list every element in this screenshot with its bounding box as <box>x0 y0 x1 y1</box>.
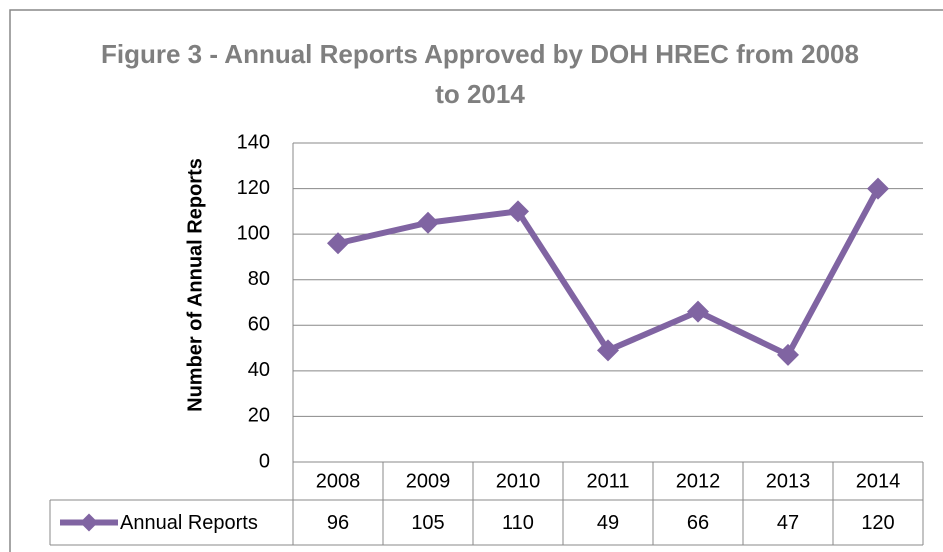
x-tick-label: 2010 <box>496 470 541 492</box>
series-line <box>337 187 881 358</box>
table-value: 120 <box>861 512 894 534</box>
table-value: 110 <box>502 512 534 534</box>
x-tick-label: 2009 <box>406 470 451 492</box>
marker <box>417 211 439 234</box>
x-tick-label: 2008 <box>316 470 361 492</box>
y-axis-label: Number of Annual Reports <box>184 158 206 412</box>
y-tick-label: 20 <box>248 405 270 427</box>
legend-label: Annual Reports <box>120 512 258 534</box>
y-tick-label: 100 <box>237 222 270 244</box>
chart-title: Figure 3 - Annual Reports Approved by DO… <box>101 39 859 109</box>
marker <box>597 339 619 362</box>
legend-marker <box>80 513 98 532</box>
x-tick-label: 2014 <box>856 470 901 492</box>
table-value: 96 <box>327 512 349 534</box>
chart-border <box>9 9 943 552</box>
marker <box>327 232 349 255</box>
x-tick-label: 2011 <box>586 470 629 492</box>
marker <box>687 300 709 323</box>
x-tick-label: 2012 <box>676 470 721 492</box>
x-tick-label: 2013 <box>766 470 811 492</box>
marker <box>777 343 799 366</box>
y-tick-label: 0 <box>259 450 270 472</box>
y-tick-label: 40 <box>248 359 270 381</box>
table-value: 66 <box>687 512 709 534</box>
table-value: 47 <box>777 512 799 534</box>
y-tick-label: 80 <box>248 268 270 290</box>
y-tick-label: 140 <box>237 131 270 153</box>
marker <box>867 177 889 200</box>
table-value: 105 <box>411 512 444 534</box>
table-value: 49 <box>597 512 619 534</box>
marker <box>507 200 529 223</box>
y-tick-label: 60 <box>248 314 270 336</box>
y-tick-label: 120 <box>237 177 270 199</box>
